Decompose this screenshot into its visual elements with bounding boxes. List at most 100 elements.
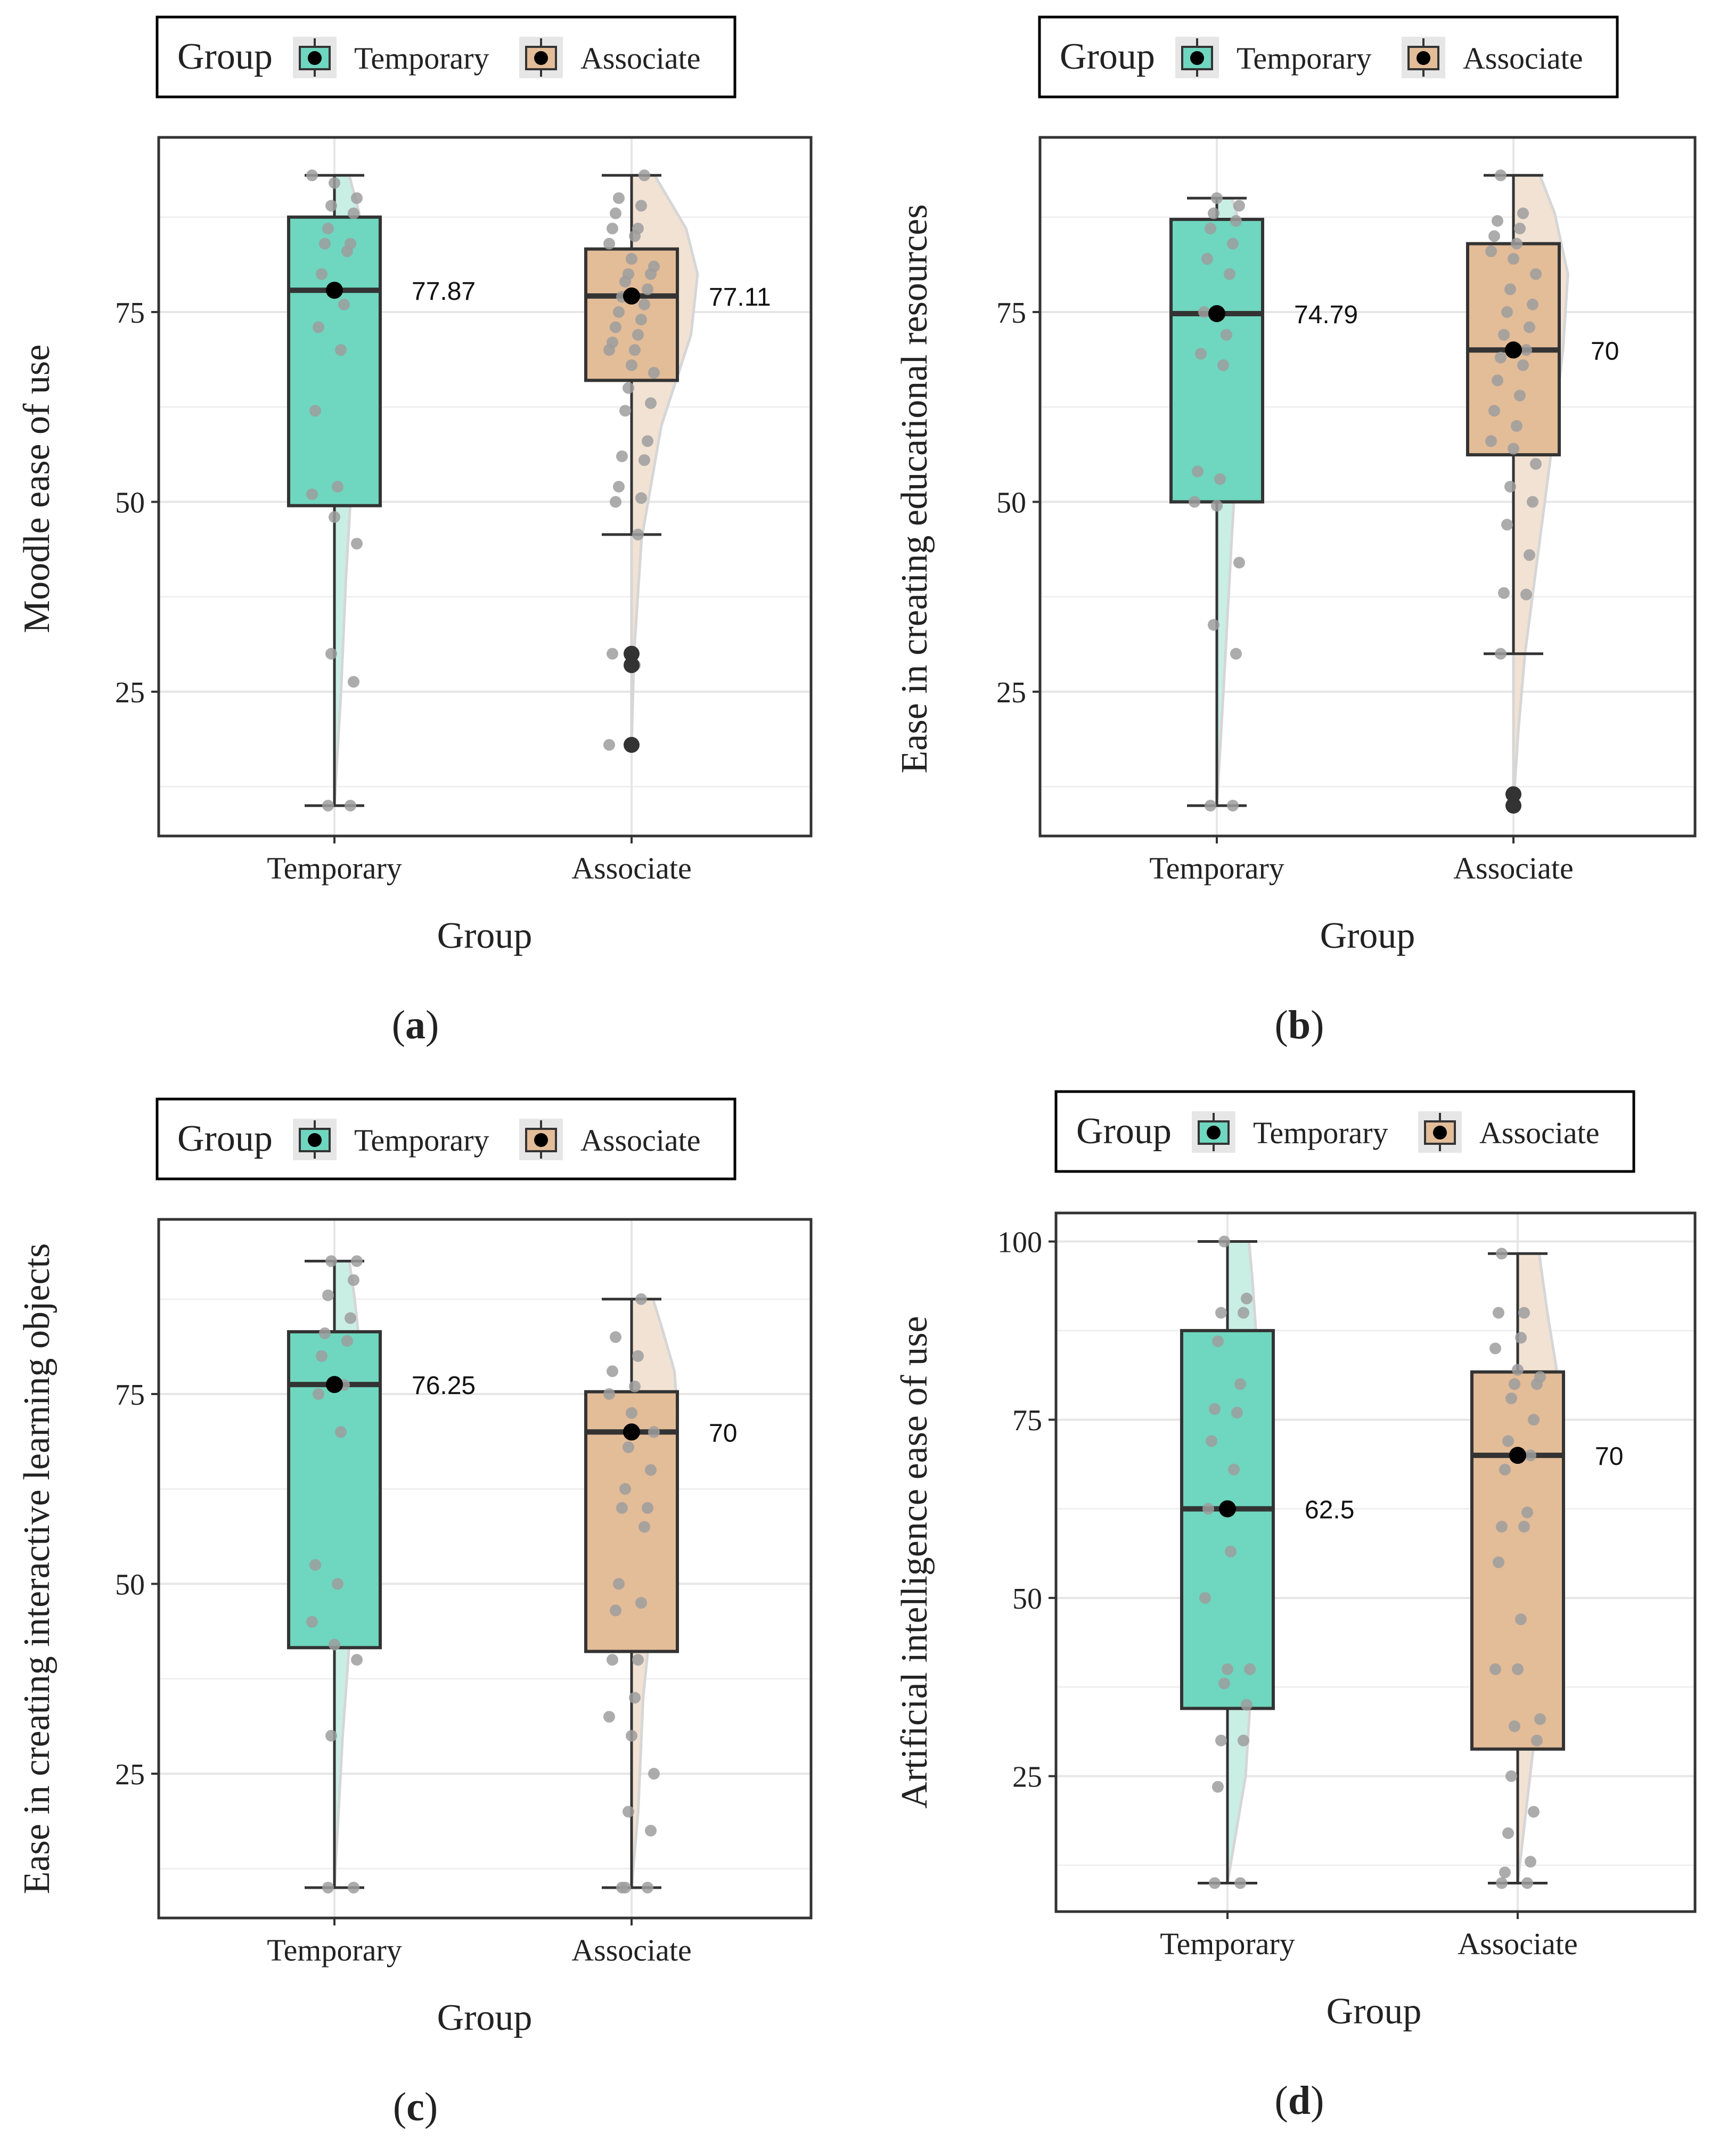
jitter-point [626, 359, 637, 371]
median-point [623, 1423, 640, 1441]
jitter-point [1527, 298, 1538, 310]
jitter-point [1524, 549, 1535, 561]
jitter-point [329, 177, 340, 189]
legend-label-temporary: Temporary [1237, 41, 1372, 76]
jitter-point [635, 1597, 647, 1609]
jitter-point [329, 1638, 340, 1651]
jitter-point [1492, 215, 1503, 227]
median-value-label: 70 [1591, 337, 1619, 365]
jitter-point [1209, 1403, 1221, 1415]
jitter-point [610, 207, 621, 219]
jitter-point [1211, 192, 1223, 204]
legend: Group Temporary Associate [1054, 1090, 1635, 1173]
jitter-point [1501, 306, 1513, 318]
jitter-point [642, 283, 653, 296]
y-tick-label: 75 [1012, 1404, 1042, 1437]
jitter-point [1493, 1307, 1504, 1319]
jitter-point [313, 321, 324, 333]
jitter-point [607, 1365, 618, 1378]
jitter-point [322, 223, 334, 235]
jitter-point [1496, 1877, 1508, 1889]
legend-key-dot [1433, 1126, 1447, 1140]
jitter-point [1234, 1877, 1246, 1889]
x-tick-label-temporary: Temporary [267, 1933, 402, 1968]
jitter-point [348, 676, 359, 688]
jitter-point [1230, 647, 1242, 660]
panel-label: (d) [1275, 2078, 1324, 2123]
panel-label: (c) [393, 2085, 438, 2129]
grid [159, 1219, 811, 1918]
jitter-point [632, 1350, 644, 1362]
jitter-point [1489, 1342, 1501, 1355]
jitter-point [645, 1825, 657, 1837]
jitter-point [629, 1380, 641, 1392]
jitter-point [341, 1335, 353, 1347]
jitter-point [319, 1327, 331, 1339]
jitter-point [1189, 496, 1200, 508]
jitter-point [638, 169, 650, 182]
grid [1040, 137, 1695, 836]
chart-panel-b: Group Temporary Associate 25 50 75 74.79 Tempor… [894, 15, 1697, 1047]
jitter-point [1515, 1613, 1527, 1626]
chart-panel-a: Group Temporary Associate 25 50 75 77.87 Tempor… [17, 15, 813, 1047]
jitter-point [619, 405, 631, 417]
jitter-point [313, 1388, 324, 1400]
jitter-point [1517, 207, 1529, 219]
outlier-point [624, 657, 640, 674]
jitter-point [309, 1559, 321, 1571]
median-value-label: 70 [1595, 1442, 1623, 1471]
jitter-point [332, 481, 343, 493]
series-temporary: 62.5 [1180, 1235, 1354, 1889]
y-tick-label: 50 [115, 487, 145, 520]
jitter-point [1496, 1248, 1508, 1260]
jitter-point [610, 1331, 621, 1343]
jitter-point [1212, 1781, 1224, 1793]
jitter-point [1205, 799, 1216, 811]
jitter-point [610, 321, 621, 333]
jitter-point [1512, 1663, 1524, 1675]
jitter-point [1208, 207, 1219, 219]
jitter-point [1485, 245, 1497, 257]
y-tick-label: 75 [115, 1379, 145, 1412]
jitter-point [1217, 359, 1229, 371]
x-tick-label-associate: Associate [571, 851, 692, 886]
y-tick-label: 25 [1012, 1761, 1042, 1794]
jitter-point [616, 1502, 628, 1514]
jitter-point [1211, 499, 1223, 512]
chart-panel-d: Group Temporary Associate 25 50 75 100 62.5 Temp… [894, 1090, 1697, 2123]
jitter-point [332, 1578, 343, 1590]
x-tick-label-temporary: Temporary [267, 851, 402, 886]
jitter-point [603, 237, 615, 250]
jitter-point [613, 481, 625, 493]
jitter-point [1525, 1856, 1536, 1868]
jitter-point [642, 1502, 653, 1514]
x-tick-label-associate: Associate [1458, 1927, 1578, 1961]
plot-frame [157, 1218, 813, 1920]
jitter-point [626, 253, 637, 265]
x-tick-label-associate: Associate [1453, 851, 1574, 886]
median-value-label: 74.79 [1294, 301, 1358, 329]
jitter-point [1224, 268, 1235, 280]
jitter-point [648, 1426, 660, 1438]
jitter-point [322, 1289, 334, 1301]
jitter-point [1492, 374, 1503, 387]
jitter-point [1489, 1663, 1501, 1675]
y-tick-label: 25 [115, 1758, 145, 1791]
median-value-label: 76.25 [412, 1372, 476, 1400]
legend-frame [155, 1097, 736, 1181]
jitter-point [1531, 1378, 1543, 1390]
jitter-point [629, 1692, 641, 1704]
jitter-point [1499, 1866, 1511, 1879]
jitter-point [1525, 1449, 1536, 1462]
jitter-point [1218, 1677, 1230, 1690]
jitter-point [335, 344, 347, 356]
jitter-point [638, 1521, 650, 1533]
jitter-point [338, 298, 350, 310]
jitter-point [623, 1441, 634, 1453]
jitter-point [629, 344, 641, 356]
jitter-point [1501, 519, 1513, 531]
median-value-label: 77.87 [412, 277, 476, 306]
jitter-point [1502, 1827, 1514, 1839]
y-axis-title: Ease in creating interactive learning ob… [17, 1243, 58, 1895]
legend-key-dot [1417, 51, 1430, 65]
